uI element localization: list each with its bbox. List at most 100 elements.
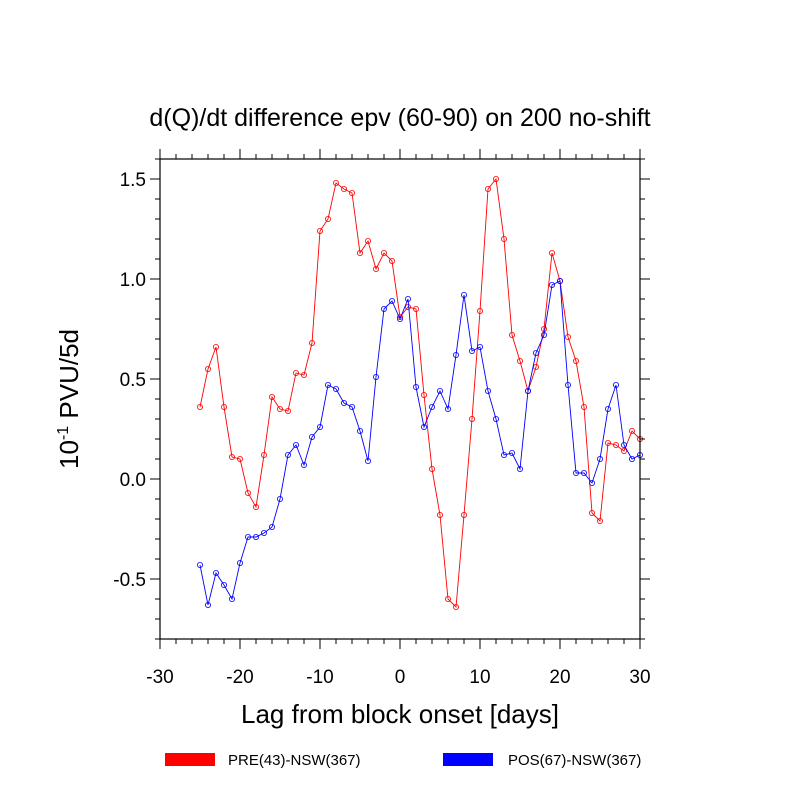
- data-point: [460, 291, 467, 298]
- data-point: [420, 391, 427, 398]
- data-point: [372, 265, 379, 272]
- data-point: [492, 415, 499, 422]
- data-point: [613, 381, 620, 388]
- data-point: [565, 333, 572, 340]
- data-point: [220, 582, 227, 589]
- plot-series: [196, 175, 644, 611]
- data-point: [404, 295, 411, 302]
- data-point: [629, 455, 636, 462]
- data-point: [597, 518, 604, 525]
- data-point: [260, 451, 267, 458]
- y-tick-label: 0.5: [120, 370, 146, 391]
- legend: PRE(43)-NSW(367) POS(67)-NSW(367): [165, 752, 641, 769]
- data-point: [236, 455, 243, 462]
- data-point: [565, 381, 572, 388]
- data-point: [428, 465, 435, 472]
- data-point: [292, 369, 299, 376]
- data-point: [621, 441, 628, 448]
- data-point: [204, 602, 211, 609]
- x-tick-label: 0: [395, 667, 406, 688]
- data-point: [356, 427, 363, 434]
- data-point: [356, 249, 363, 256]
- data-point: [500, 451, 507, 458]
- data-point: [452, 351, 459, 358]
- data-point: [244, 534, 251, 541]
- y-tick-label: 0.0: [120, 470, 146, 491]
- data-point: [388, 257, 395, 264]
- data-point: [492, 175, 499, 182]
- data-point: [372, 373, 379, 380]
- data-point: [468, 347, 475, 354]
- data-point: [364, 457, 371, 464]
- data-point: [244, 489, 251, 496]
- legend-label: POS(67)-NSW(367): [508, 752, 641, 769]
- data-point: [380, 305, 387, 312]
- data-point: [589, 509, 596, 516]
- data-point: [332, 179, 339, 186]
- data-point: [276, 495, 283, 502]
- data-point: [308, 339, 315, 346]
- y-axis-label: 10-1 PVU/5d: [54, 329, 84, 469]
- x-tick-label: 20: [549, 667, 570, 688]
- data-point: [396, 315, 403, 322]
- plot-frame: [159, 158, 641, 640]
- data-point: [428, 403, 435, 410]
- data-point: [324, 215, 331, 222]
- legend-swatch: [165, 753, 215, 766]
- data-point: [268, 524, 275, 531]
- data-point: [316, 423, 323, 430]
- y-tick-label: 1.5: [120, 170, 146, 191]
- series-line: [199, 177, 641, 609]
- data-point: [196, 562, 203, 569]
- data-point: [468, 415, 475, 422]
- data-point: [541, 325, 548, 332]
- data-point: [228, 453, 235, 460]
- x-tick-label: -20: [226, 667, 253, 688]
- x-axis-label: Lag from block onset [days]: [241, 699, 559, 729]
- data-point: [508, 449, 515, 456]
- data-point: [324, 381, 331, 388]
- data-point: [300, 371, 307, 378]
- data-point: [597, 455, 604, 462]
- y-tick-labels: -0.5 0.0 0.5 1.0 1.5: [113, 170, 146, 591]
- data-point: [308, 433, 315, 440]
- data-point: [508, 331, 515, 338]
- data-point: [404, 303, 411, 310]
- data-point: [388, 297, 395, 304]
- data-point: [621, 447, 628, 454]
- data-point: [573, 469, 580, 476]
- x-tick-labels: -30 -20 -10 0 10 20 30: [146, 667, 650, 688]
- data-point: [484, 387, 491, 394]
- data-point: [549, 281, 556, 288]
- series-line: [199, 280, 641, 606]
- data-point: [525, 387, 532, 394]
- data-point: [348, 403, 355, 410]
- y-tick-label: 1.0: [120, 270, 146, 291]
- data-point: [476, 343, 483, 350]
- data-point: [444, 596, 451, 603]
- data-point: [332, 385, 339, 392]
- x-tick-label: -10: [306, 667, 333, 688]
- data-point: [228, 596, 235, 603]
- y-tick-label: -0.5: [113, 570, 146, 591]
- data-point: [252, 503, 259, 510]
- data-point: [605, 439, 612, 446]
- data-point: [500, 235, 507, 242]
- data-point: [284, 407, 291, 414]
- data-point: [573, 357, 580, 364]
- y-axis-label-base: 10: [54, 440, 84, 469]
- axis-ticks: [150, 149, 650, 649]
- data-point: [412, 383, 419, 390]
- data-point: [444, 405, 451, 412]
- data-point: [581, 469, 588, 476]
- data-point: [276, 405, 283, 412]
- data-point: [340, 399, 347, 406]
- data-point: [476, 307, 483, 314]
- data-point: [460, 512, 467, 519]
- series-1: [196, 175, 644, 611]
- legend-label: PRE(43)-NSW(367): [228, 752, 361, 769]
- data-point: [348, 189, 355, 196]
- data-point: [252, 534, 259, 541]
- data-point: [549, 249, 556, 256]
